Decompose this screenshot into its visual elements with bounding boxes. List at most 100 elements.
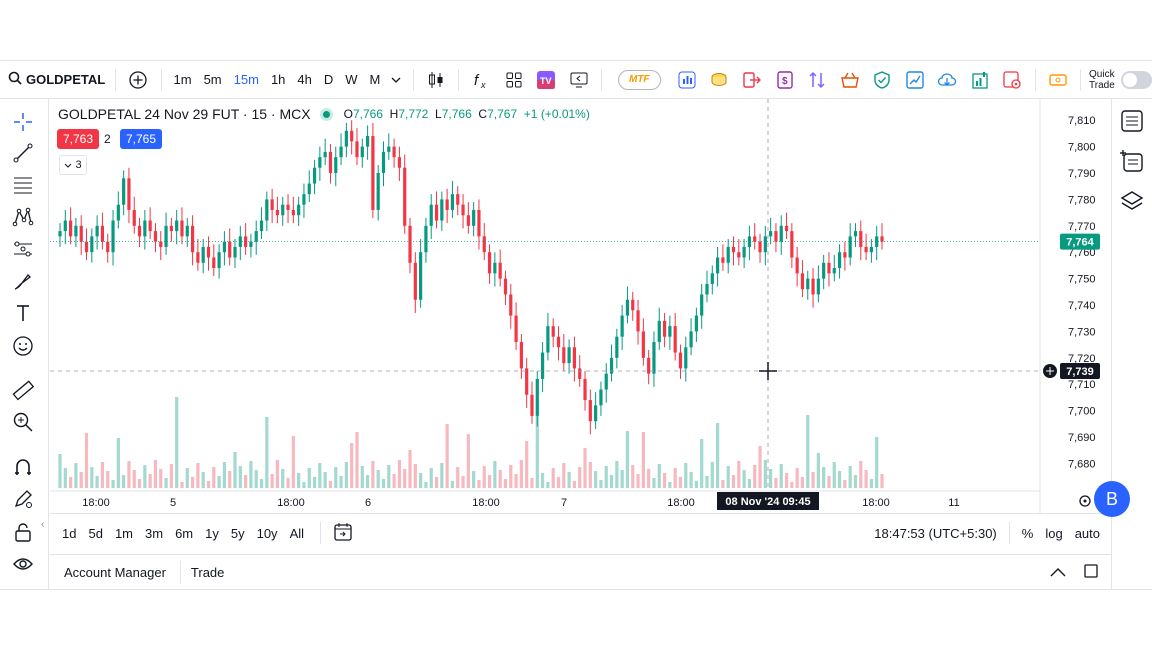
- candle-body: [190, 225, 195, 253]
- volume-bar: [244, 475, 248, 488]
- stay-drawing-icon[interactable]: [10, 486, 36, 512]
- timeframe-w[interactable]: W: [345, 72, 358, 87]
- dollar-doc-icon[interactable]: $: [773, 67, 796, 93]
- tab-account-manager[interactable]: Account Manager: [64, 564, 166, 580]
- log-toggle[interactable]: log: [1045, 525, 1063, 541]
- chevron-up-icon[interactable]: [1050, 565, 1066, 580]
- fib-lines-icon[interactable]: [10, 172, 36, 198]
- candle-body: [328, 151, 333, 174]
- candle-body: [647, 357, 651, 374]
- quick-trade-toggle[interactable]: [1120, 70, 1152, 89]
- range-5d[interactable]: 5d: [88, 525, 103, 541]
- pattern-icon[interactable]: [10, 204, 36, 230]
- user-avatar[interactable]: B: [1094, 481, 1130, 517]
- goto-date-icon[interactable]: [333, 522, 353, 545]
- candle-body: [286, 204, 290, 210]
- price-tick-label: 7,810: [1068, 115, 1096, 127]
- market-status-dot[interactable]: [322, 110, 330, 118]
- candlestick-type-icon[interactable]: [424, 67, 447, 93]
- download-icon[interactable]: [936, 67, 959, 93]
- volume-bar: [403, 469, 407, 488]
- eye-icon[interactable]: [10, 551, 36, 577]
- volume-bar: [334, 467, 338, 488]
- clock-timezone[interactable]: 18:47:53 (UTC+5:30): [874, 525, 997, 541]
- chevron-down-icon[interactable]: [390, 67, 402, 93]
- volume-bar: [662, 473, 667, 488]
- strategy-chart-icon[interactable]: [676, 67, 699, 93]
- percent-toggle[interactable]: %: [1021, 525, 1034, 541]
- alert-gear-icon[interactable]: [1001, 67, 1024, 93]
- trend-chart-icon[interactable]: [903, 67, 926, 93]
- timeframe-15m[interactable]: 15m: [233, 72, 259, 87]
- range-1d[interactable]: 1d: [62, 525, 77, 541]
- candle-body: [583, 378, 587, 401]
- auto-toggle[interactable]: auto: [1074, 525, 1100, 541]
- emoji-icon[interactable]: [10, 333, 36, 359]
- range-1y[interactable]: 1y: [205, 525, 219, 541]
- report-icon[interactable]: [969, 67, 992, 93]
- range-5y[interactable]: 5y: [230, 525, 245, 541]
- layouts-grid-icon[interactable]: [502, 67, 525, 93]
- timeframe-1h[interactable]: 1h: [270, 72, 286, 87]
- add-alert-list-icon[interactable]: [1120, 149, 1144, 178]
- volume-bar: [472, 471, 476, 488]
- trend-line-icon[interactable]: [10, 140, 36, 166]
- buy-button[interactable]: 7,765: [120, 129, 162, 149]
- instrument-title[interactable]: GOLDPETAL 24 Nov 29 FUT · 15 · MCX: [58, 106, 311, 122]
- up-down-arrows-icon[interactable]: [806, 67, 829, 93]
- timeframe-5m[interactable]: 5m: [203, 72, 222, 87]
- lock-icon[interactable]: [10, 519, 36, 545]
- volume-bar: [143, 465, 147, 488]
- compare-add-icon[interactable]: [127, 67, 150, 93]
- candle-body: [132, 209, 136, 226]
- range-1m[interactable]: 1m: [114, 525, 133, 541]
- exit-icon[interactable]: [741, 67, 764, 93]
- brush-icon[interactable]: [10, 268, 36, 294]
- range-all[interactable]: All: [289, 525, 305, 541]
- timeframe-1m[interactable]: 1m: [173, 72, 192, 87]
- watchlist-icon[interactable]: [1120, 109, 1144, 138]
- magnet-icon[interactable]: [10, 454, 36, 480]
- maximize-panel-icon[interactable]: [1084, 563, 1098, 581]
- timeframe-d[interactable]: D: [323, 72, 334, 87]
- divider: [601, 68, 602, 91]
- shield-icon[interactable]: [871, 67, 894, 93]
- timeframe-m[interactable]: M: [369, 72, 381, 87]
- volume-bar: [599, 480, 603, 488]
- price-tick-label: 7,710: [1068, 379, 1096, 391]
- volume-bar: [74, 463, 78, 488]
- candle-body: [540, 352, 545, 379]
- symbol-search[interactable]: GOLDPETAL: [0, 66, 109, 94]
- range-3m[interactable]: 3m: [145, 525, 164, 541]
- crosshair-icon[interactable]: [10, 109, 36, 135]
- timeframe-4h[interactable]: 4h: [297, 72, 312, 87]
- candle-body: [546, 326, 550, 353]
- chart-settings-icon[interactable]: [1079, 495, 1091, 507]
- candle-body: [169, 225, 173, 232]
- volume-bar: [450, 481, 455, 488]
- volume-bar: [397, 460, 402, 488]
- collapse-legend-button[interactable]: 3: [59, 155, 87, 175]
- layers-icon[interactable]: [1120, 189, 1144, 218]
- range-6m[interactable]: 6m: [175, 525, 194, 541]
- forecast-icon[interactable]: [10, 236, 36, 262]
- collapse-toolbar-arrow[interactable]: ‹: [41, 519, 45, 530]
- range-10y[interactable]: 10y: [256, 525, 278, 541]
- tv-logo-icon[interactable]: TV: [535, 67, 558, 93]
- volume-bar: [753, 465, 757, 488]
- candle-body: [758, 241, 762, 253]
- candle-body: [265, 199, 269, 221]
- coins-icon[interactable]: [708, 67, 731, 93]
- tab-trade[interactable]: Trade: [179, 560, 234, 584]
- mtf-button[interactable]: MTF: [617, 69, 661, 90]
- sell-button[interactable]: 7,763: [57, 129, 99, 149]
- ticket-icon[interactable]: [1047, 67, 1070, 93]
- replay-screen-icon[interactable]: [568, 67, 591, 93]
- candle-body: [493, 262, 497, 274]
- price-chart[interactable]: 7,810 7,800 7,790 7,780 7,770 7,760 7,750 7,740…: [50, 99, 1112, 513]
- text-icon[interactable]: [10, 300, 36, 326]
- basket-icon[interactable]: [838, 67, 861, 93]
- zoom-in-icon[interactable]: [10, 409, 36, 435]
- ruler-icon[interactable]: [10, 377, 36, 403]
